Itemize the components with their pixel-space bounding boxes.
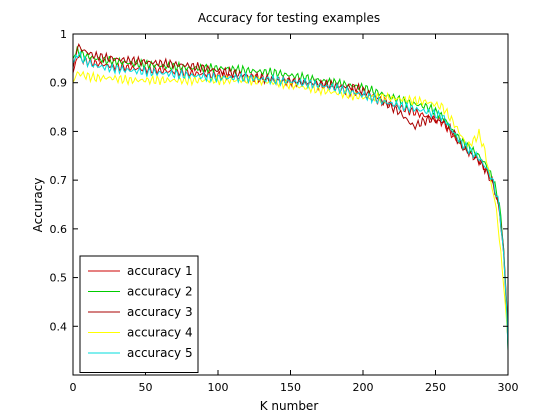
x-tick-label: 200 [353, 381, 374, 394]
y-tick-label: 0.9 [50, 77, 68, 90]
x-tick-label: 0 [70, 381, 77, 394]
x-tick-label: 50 [139, 381, 153, 394]
y-axis-label: Accuracy [31, 178, 45, 233]
legend-label-3: accuracy 3 [127, 305, 193, 319]
y-tick-label: 1 [60, 28, 67, 41]
series-line-5 [72, 50, 509, 351]
series-layer [72, 43, 509, 351]
ticks-layer: 0 50 100 150 200 250 300 0.4 0.5 0.6 0.7 0.8 0.9 1 [50, 28, 519, 394]
y-tick-label: 0.4 [50, 320, 68, 333]
y-tick-label: 0.8 [50, 125, 68, 138]
legend-label-2: accuracy 2 [127, 285, 193, 299]
y-tick-label: 0.6 [50, 223, 68, 236]
legend-label-1: accuracy 1 [127, 264, 193, 278]
x-axis-label: K number [260, 399, 319, 413]
x-tick-label: 100 [208, 381, 229, 394]
legend-label-5: accuracy 5 [127, 346, 193, 360]
y-tick-label: 0.7 [50, 174, 68, 187]
x-tick-label: 250 [425, 381, 446, 394]
series-line-1 [72, 53, 509, 346]
x-tick-label: 300 [498, 381, 519, 394]
chart-title: Accuracy for testing examples [198, 11, 380, 25]
legend: accuracy 1 accuracy 2 accuracy 3 accuracy 4… [79, 255, 199, 373]
x-tick-label: 150 [280, 381, 301, 394]
y-tick-label: 0.5 [50, 272, 68, 285]
legend-label-4: accuracy 4 [127, 326, 193, 340]
